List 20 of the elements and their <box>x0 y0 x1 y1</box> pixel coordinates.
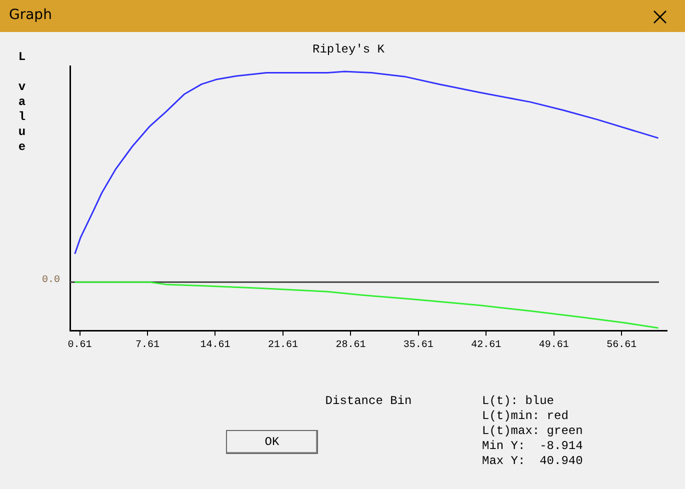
text: L(t): blue <box>482 394 556 409</box>
text: OK <box>226 430 318 454</box>
x-tick-label: 0.61 <box>68 340 92 352</box>
x-axis-title: Distance Bin <box>325 394 412 408</box>
x-tick-label: 7.61 <box>135 340 160 352</box>
text: Max Y: 40.940 <box>482 454 583 469</box>
x-tick-label: 56.61 <box>606 340 637 352</box>
text: Graph <box>9 7 52 23</box>
x-tick-label: 42.61 <box>471 340 502 352</box>
text: L value <box>18 50 26 154</box>
ref-line-label: 0.0 <box>42 274 60 286</box>
x-tick-label: 21.61 <box>268 340 298 352</box>
text: L(t)min: red <box>482 409 570 424</box>
x-tick-label: 28.61 <box>336 340 366 352</box>
x-tick-label: 35.61 <box>403 340 434 352</box>
x-tick-label: 49.61 <box>538 340 569 352</box>
x-tick-label: 14.61 <box>200 340 230 352</box>
text: Min Y: -8.914 <box>482 439 583 454</box>
text: L(t)max: green <box>482 424 583 439</box>
chart-title: Ripley's K <box>312 42 386 56</box>
